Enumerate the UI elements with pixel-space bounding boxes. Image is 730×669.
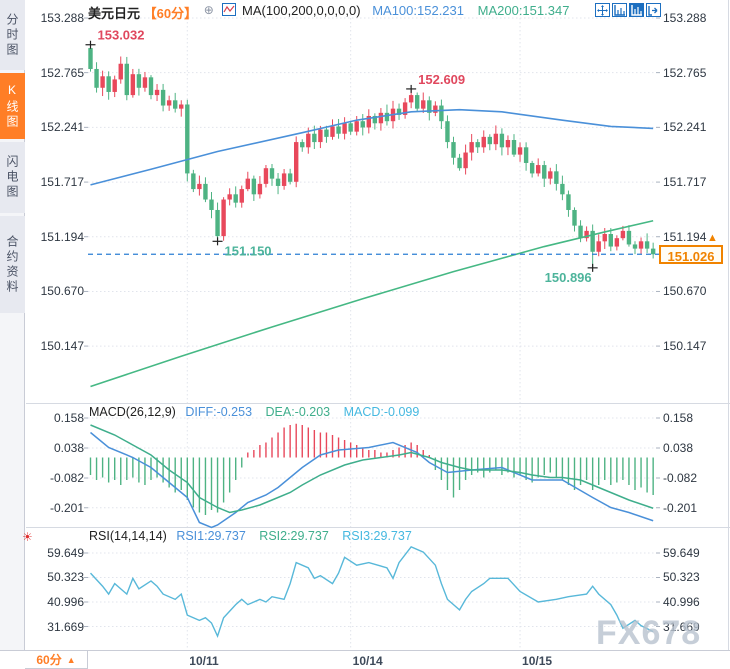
bottom-axis-bar: 60分 ▲ 10/11 10/14 10/15 xyxy=(0,650,730,669)
sidebar-tab-2[interactable]: K线图 xyxy=(0,73,25,139)
current-price-tag: 151.026 xyxy=(659,245,723,265)
axis-tick-label: 150.670 xyxy=(663,284,707,299)
sidebar-tab-4[interactable]: 合约资料 xyxy=(0,216,25,313)
axis-tick-label: 150.147 xyxy=(40,339,84,354)
axis-tick-label: 151.717 xyxy=(663,175,707,190)
indicator-settings-icon[interactable]: ☀ xyxy=(22,530,33,544)
axis-tick-label: 152.241 xyxy=(663,120,707,135)
axis-tick-label: -0.082 xyxy=(49,471,84,485)
macd-diff-value: DIFF:-0.253 xyxy=(185,405,253,419)
ma100-value: MA100:152.231 xyxy=(372,3,464,18)
rsi2-value: RSI2:29.737 xyxy=(259,529,329,543)
axis-tick-label: 152.765 xyxy=(663,65,707,80)
period-selector[interactable]: 60分 ▲ xyxy=(25,651,88,669)
axis-tick-label: 59.649 xyxy=(47,546,84,560)
svg-text:150.896: 150.896 xyxy=(545,270,592,285)
svg-text:153.032: 153.032 xyxy=(98,28,145,43)
axis-tick-label: 150.670 xyxy=(40,284,84,299)
rsi-title[interactable]: RSI(14,14,14) xyxy=(89,529,167,543)
svg-text:151.150: 151.150 xyxy=(225,243,272,258)
axis-tick-label: 50.323 xyxy=(663,570,700,585)
axis-tick-label: 151.194 xyxy=(40,229,84,244)
period-up-arrow-icon: ▲ xyxy=(66,654,76,665)
axis-tick-label: 40.996 xyxy=(663,595,700,609)
axis-tick-label: -0.082 xyxy=(663,471,698,485)
axis-tick-label: 153.288 xyxy=(663,11,707,25)
macd-dea-value: DEA:-0.203 xyxy=(265,405,331,419)
axis-tick-label: 152.765 xyxy=(40,65,84,80)
axis-tick-label: 151.194 xyxy=(663,229,707,244)
axis-range-icon[interactable] xyxy=(612,3,627,17)
axis-tick-label: 153.288 xyxy=(40,11,84,25)
date-tick-label: 10/15 xyxy=(522,654,553,668)
macd-header: MACD(26,12,9) DIFF:-0.253 DEA:-0.203 MAC… xyxy=(89,405,419,419)
collapse-icon[interactable]: ⊕ xyxy=(203,3,214,17)
sidebar-tab-3[interactable]: 闪电图 xyxy=(0,142,25,213)
axis-tick-label: 40.996 xyxy=(47,595,84,609)
axis-tick-label: 151.717 xyxy=(40,175,84,190)
axis-tick-label: 0.158 xyxy=(53,411,84,425)
ma-indicator-icon[interactable] xyxy=(222,3,237,16)
axis-tick-label: 59.649 xyxy=(663,546,700,560)
axis-tick-label: 31.669 xyxy=(663,619,700,634)
chart-toolbar xyxy=(595,3,661,17)
rsi3-value: RSI3:29.737 xyxy=(342,529,412,543)
axis-tick-label: 0.038 xyxy=(53,441,84,455)
svg-text:152.609: 152.609 xyxy=(418,72,465,87)
rsi-header: RSI(14,14,14) RSI1:29.737 RSI2:29.737 RS… xyxy=(89,529,412,543)
axis-tick-label: -0.201 xyxy=(49,500,84,515)
ma200-value: MA200:151.347 xyxy=(477,3,570,18)
axis-tick-label: 50.323 xyxy=(47,570,84,585)
axis-tick-label: 152.241 xyxy=(40,120,84,135)
axis-tick-label: 150.147 xyxy=(663,339,707,354)
price-up-arrow-icon: ▲ xyxy=(707,232,718,245)
axis-tick-label: 0.038 xyxy=(663,441,694,455)
date-tick-label: 10/11 xyxy=(189,654,219,668)
axis-tick-label: 31.669 xyxy=(47,619,84,634)
axis-tick-label: -0.201 xyxy=(663,500,698,515)
period-selector-label: 60分 xyxy=(36,653,62,667)
chart-header: 美元日元 【60分】 ⊕ MA(100,200,0,0,0,0) MA100:1… xyxy=(88,3,570,21)
crosshair-icon[interactable] xyxy=(595,3,610,17)
sidebar-tab-1[interactable]: 分时图 xyxy=(0,0,25,70)
period-label: 【60分】 xyxy=(143,6,198,21)
macd-title[interactable]: MACD(26,12,9) xyxy=(89,405,176,419)
sidebar: 分时图 K线图闪电图合约资料 xyxy=(0,0,25,669)
export-icon[interactable] xyxy=(646,3,661,17)
ma-settings-label[interactable]: MA(100,200,0,0,0,0) xyxy=(242,3,361,18)
macd-value: MACD:-0.099 xyxy=(343,405,420,419)
symbol-title: 美元日元 xyxy=(88,6,141,21)
bar-scale-icon[interactable] xyxy=(629,3,644,17)
date-tick-label: 10/14 xyxy=(352,654,383,668)
axis-tick-label: 0.158 xyxy=(663,411,694,425)
rsi1-value: RSI1:29.737 xyxy=(176,529,246,543)
